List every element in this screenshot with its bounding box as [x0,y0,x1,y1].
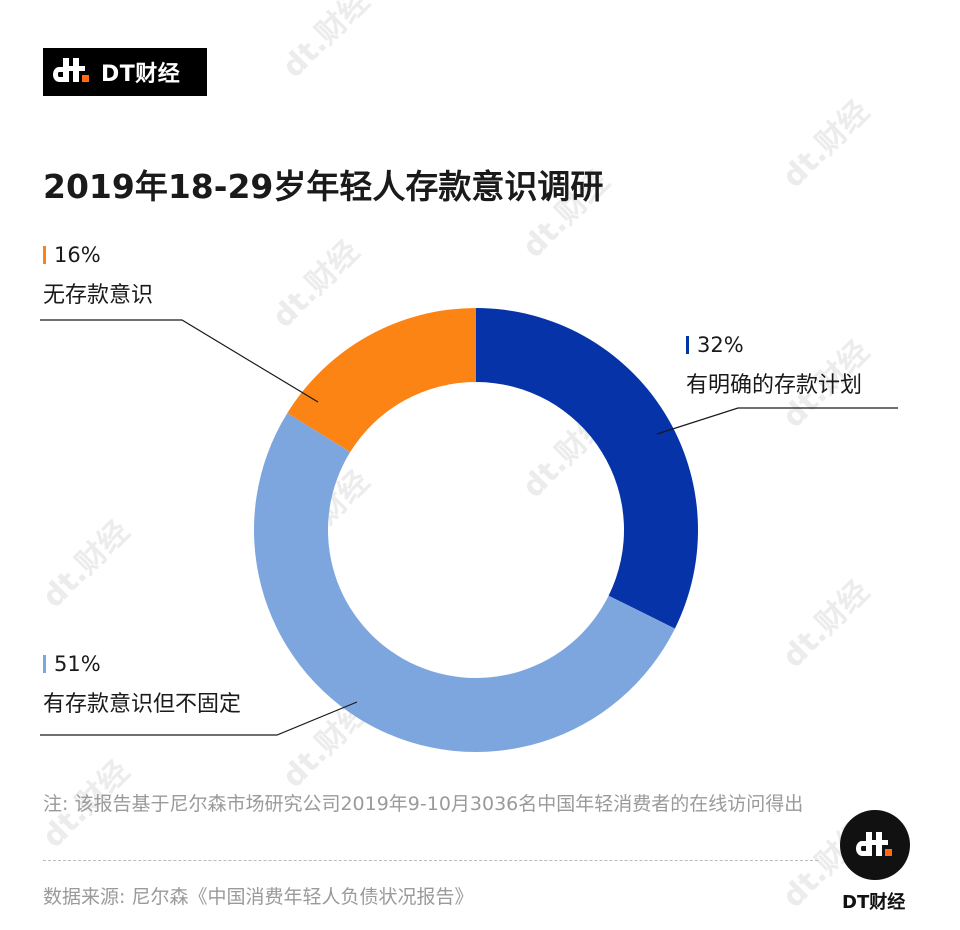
donut-slice-planned [476,308,699,629]
brand-logo-text: DT财经 [101,62,181,87]
leader-line-none [40,319,319,403]
source-note: 数据来源: 尼尔森《中国消费年轻人负债状况报告》 [43,886,474,908]
slice-label-none: 16% 无存款意识 [43,243,153,309]
category-label: 无存款意识 [43,283,154,308]
value-label: 16% [54,243,101,267]
tick-marker [686,336,689,354]
value-label: 51% [54,652,101,676]
dt-logo-icon [856,832,896,860]
brand-logo: DT财经 [43,48,207,96]
tick-marker [43,655,46,673]
footnote: 注: 该报告基于尼尔森市场研究公司2019年9-10月3036名中国年轻消费者的… [43,793,804,815]
dt-logo-icon [53,58,93,86]
donut-slice-unstable [254,412,675,752]
category-label: 有存款意识但不固定 [43,692,242,717]
category-label: 有明确的存款计划 [686,373,863,398]
slice-label-unstable: 51% 有存款意识但不固定 [43,652,241,718]
chart-title: 2019年18-29岁年轻人存款意识调研 [43,167,604,206]
footer-brand-name: DT财经 [842,892,906,913]
value-label: 32% [697,333,744,357]
tick-marker [43,246,46,264]
donut-slice-none [287,308,476,452]
leader-line-planned [656,407,898,435]
slice-label-planned: 32% 有明确的存款计划 [686,333,862,399]
divider [43,860,818,861]
leader-line-unstable [40,701,358,736]
footer-logo [840,810,910,880]
